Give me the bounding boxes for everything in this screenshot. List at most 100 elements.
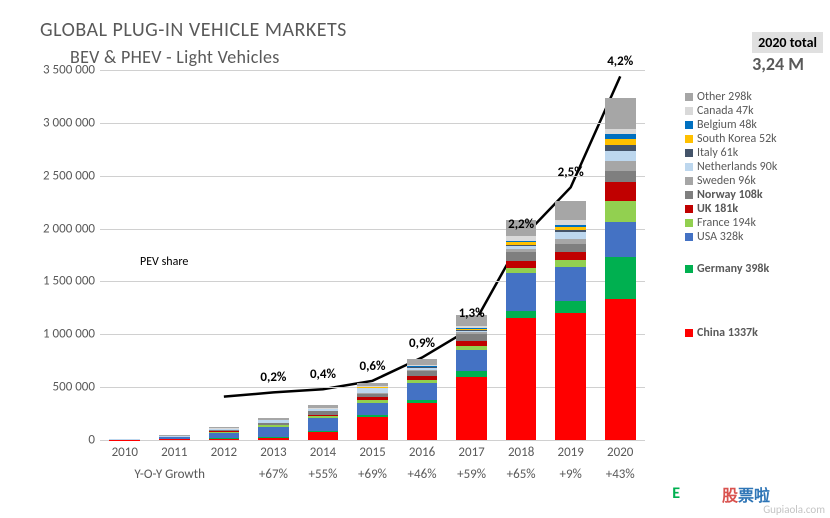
gridline: [100, 70, 645, 71]
bar-seg-usa: [308, 418, 339, 431]
legend-text: USA 328k: [697, 230, 743, 244]
legend-swatch: [685, 149, 693, 157]
legend-text: Canada 47k: [697, 104, 754, 118]
yoy-label: +67%: [259, 467, 288, 482]
legend-text: France 194k: [697, 216, 756, 230]
legend-swatch: [685, 219, 693, 227]
total-year: 2020 total: [752, 32, 823, 53]
legend-item-uk: UK 181k: [685, 202, 825, 216]
total-box: 2020 total 3,24 M: [752, 32, 823, 75]
y-axis-label: 1 000 000: [5, 327, 95, 342]
legend-item-germany: Germany 398k: [685, 262, 825, 276]
bar-seg-china: [506, 318, 537, 440]
bar-seg-china: [209, 439, 240, 440]
legend-swatch: [685, 163, 693, 171]
legend-text: Belgium 48k: [697, 118, 757, 132]
bar-2018: [506, 220, 537, 440]
bar-2016: [407, 359, 438, 440]
legend-item-china: China 1337k: [685, 326, 825, 340]
legend-item-belgium: Belgium 48k: [685, 118, 825, 132]
bar-seg-uk: [555, 252, 586, 260]
yoy-title: Y-O-Y Growth: [134, 467, 205, 482]
bar-seg-germany: [555, 301, 586, 313]
yoy-label: +46%: [408, 467, 437, 482]
x-axis-label: 2014: [310, 445, 336, 460]
bar-2015: [357, 383, 388, 440]
y-axis-label: 3 000 000: [5, 115, 95, 130]
legend-swatch: [685, 93, 693, 101]
x-axis-label: 2011: [161, 445, 187, 460]
x-axis-label: 2016: [409, 445, 435, 460]
legend-swatch: [685, 107, 693, 115]
bar-2010: [109, 439, 140, 440]
legend-item-south-korea: South Korea 52k: [685, 132, 825, 146]
legend: Other 298kCanada 47kBelgium 48kSouth Kor…: [685, 90, 825, 340]
legend-text: Netherlands 90k: [697, 160, 777, 174]
bar-seg-sweden: [605, 161, 636, 171]
x-axis-label: 2017: [458, 445, 484, 460]
yoy-label: +65%: [507, 467, 536, 482]
bar-seg-usa: [555, 267, 586, 302]
x-axis-label: 2012: [211, 445, 237, 460]
bar-2020: [605, 98, 636, 440]
chart-container: GLOBAL PLUG-IN VEHICLE MARKETS BEV & PHE…: [0, 0, 830, 518]
legend-item-norway: Norway 108k: [685, 188, 825, 202]
bar-2012: [209, 427, 240, 440]
y-axis-label: 1 500 000: [5, 274, 95, 289]
pev-share-value: 0,2%: [260, 370, 286, 385]
bar-seg-uk: [605, 182, 636, 201]
bar-seg-usa: [258, 427, 289, 437]
y-axis-label: 500 000: [5, 380, 95, 395]
pev-share-value: 2,5%: [558, 165, 584, 180]
y-axis-label: 2 500 000: [5, 168, 95, 183]
bar-seg-china: [258, 438, 289, 440]
chart-title: GLOBAL PLUG-IN VEHICLE MARKETS: [40, 18, 347, 42]
legend-swatch: [685, 329, 693, 337]
pev-share-value: 2,2%: [508, 217, 534, 232]
y-axis-label: 3 500 000: [5, 63, 95, 78]
legend-item-usa: USA 328k: [685, 230, 825, 244]
pev-share-value: 1,3%: [459, 306, 485, 321]
yoy-label: +69%: [358, 467, 387, 482]
yoy-label: +9%: [559, 467, 581, 482]
watermark-url: Gupiaola.com: [763, 503, 825, 516]
bar-seg-norway: [605, 171, 636, 182]
legend-item-netherlands: Netherlands 90k: [685, 160, 825, 174]
gridline: [100, 440, 645, 441]
plot-area: [100, 70, 645, 440]
x-axis-label: 2019: [557, 445, 583, 460]
legend-item-other: Other 298k: [685, 90, 825, 104]
yoy-label: +55%: [308, 467, 337, 482]
e-mark: E: [672, 484, 680, 503]
bar-seg-china: [555, 313, 586, 440]
legend-text: UK 181k: [697, 202, 738, 216]
legend-text: South Korea 52k: [697, 132, 777, 146]
gridline: [100, 123, 645, 124]
x-axis-label: 2015: [359, 445, 385, 460]
bar-seg-china: [605, 299, 636, 440]
y-axis-label: 2 000 000: [5, 221, 95, 236]
legend-item-canada: Canada 47k: [685, 104, 825, 118]
legend-swatch: [685, 233, 693, 241]
legend-swatch: [685, 177, 693, 185]
legend-swatch: [685, 265, 693, 273]
bar-seg-china: [407, 403, 438, 440]
y-axis-label: 0: [5, 433, 95, 448]
bar-seg-netherlands: [605, 151, 636, 161]
bar-2019: [555, 201, 586, 440]
bar-seg-netherlands: [555, 232, 586, 239]
x-axis-label: 2018: [508, 445, 534, 460]
bar-seg-germany: [506, 311, 537, 318]
bar-seg-usa: [605, 222, 636, 257]
legend-text: Other 298k: [697, 90, 752, 104]
legend-text: Germany 398k: [697, 262, 769, 276]
pev-share-value: 4,2%: [607, 54, 633, 69]
legend-item-sweden: Sweden 96k: [685, 174, 825, 188]
x-axis-label: 2013: [260, 445, 286, 460]
legend-item-france: France 194k: [685, 216, 825, 230]
legend-item-italy: Italy 61k: [685, 146, 825, 160]
legend-swatch: [685, 191, 693, 199]
total-value: 3,24 M: [752, 53, 804, 75]
yoy-label: +59%: [457, 467, 486, 482]
pev-share-value: 0,6%: [359, 359, 385, 374]
